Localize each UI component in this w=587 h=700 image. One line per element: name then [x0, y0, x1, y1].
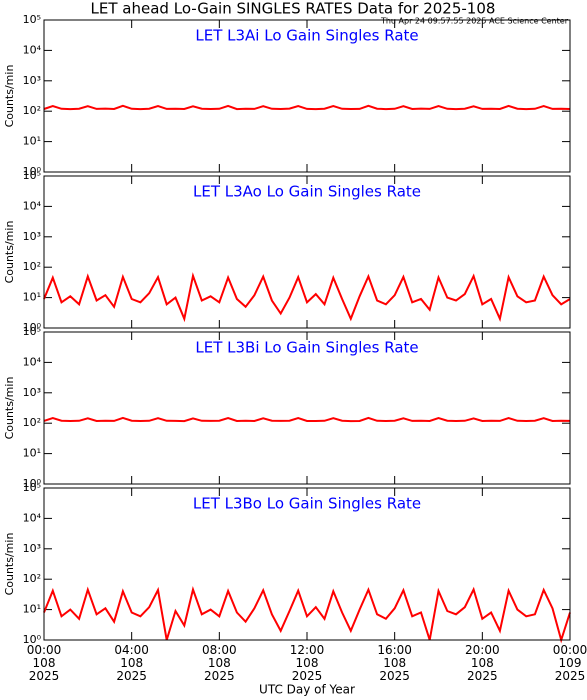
y-tick-label: 10² [23, 260, 41, 273]
data-line [43, 272, 571, 323]
y-tick-label: 10⁵ [23, 481, 41, 494]
y-tick-label: 10³ [23, 74, 41, 87]
panel-title: LET L3Bo Lo Gain Singles Rate [193, 495, 421, 513]
y-tick-label: 10⁰ [23, 477, 42, 490]
data-line [43, 585, 571, 644]
x-tick-label: 08:00 108 2025 [202, 643, 237, 683]
panel-title: LET L3Ai Lo Gain Singles Rate [195, 27, 418, 45]
panel-title: LET L3Ao Lo Gain Singles Rate [193, 183, 421, 201]
plot-frame [43, 331, 571, 485]
panel-title: LET L3Bi Lo Gain Singles Rate [195, 339, 418, 357]
x-tick-label: 04:00 108 2025 [114, 643, 149, 683]
y-tick-label: 10¹ [23, 291, 41, 304]
y-tick-label: 10² [23, 572, 41, 585]
y-axis-label: Counts/min [3, 65, 16, 128]
y-tick-label: 10³ [23, 386, 41, 399]
plot-frame [43, 175, 571, 329]
y-tick-label: 10⁴ [23, 43, 42, 56]
y-tick-label: 10¹ [23, 447, 41, 460]
y-tick-label: 10² [23, 104, 41, 117]
x-axis-label: UTC Day of Year [259, 683, 355, 697]
y-tick-label: 10⁵ [23, 169, 41, 182]
plot-frame [43, 487, 571, 641]
data-line [43, 104, 571, 111]
y-tick-label: 10³ [23, 230, 41, 243]
y-tick-label: 10⁴ [23, 355, 42, 368]
x-tick-label: 20:00 108 2025 [465, 643, 500, 683]
y-axis-label: Counts/min [3, 221, 16, 284]
plot-frame [43, 19, 571, 173]
y-tick-label: 10⁰ [23, 321, 42, 334]
y-axis-label: Counts/min [3, 377, 16, 440]
y-tick-label: 10¹ [23, 603, 41, 616]
y-tick-label: 10⁵ [23, 325, 41, 338]
y-tick-label: 10¹ [23, 135, 41, 148]
y-tick-label: 10⁴ [23, 199, 42, 212]
y-tick-label: 10² [23, 416, 41, 429]
y-tick-label: 10⁵ [23, 13, 41, 26]
chart-title: LET ahead Lo-Gain SINGLES RATES Data for… [91, 0, 496, 18]
x-tick-label: 00:00 109 2025 [553, 643, 587, 683]
y-axis-label: Counts/min [3, 533, 16, 596]
y-tick-label: 10⁰ [23, 165, 42, 178]
x-tick-label: 16:00 108 2025 [377, 643, 412, 683]
y-tick-label: 10⁰ [23, 633, 42, 646]
chart-subtitle: Thu Apr 24 09:57:55 2025 ACE Science Cen… [380, 17, 569, 26]
y-tick-label: 10³ [23, 542, 41, 555]
x-tick-label: 00:00 108 2025 [27, 643, 62, 683]
y-tick-label: 10⁴ [23, 511, 42, 524]
x-tick-label: 12:00 108 2025 [290, 643, 325, 683]
data-line [43, 416, 571, 423]
